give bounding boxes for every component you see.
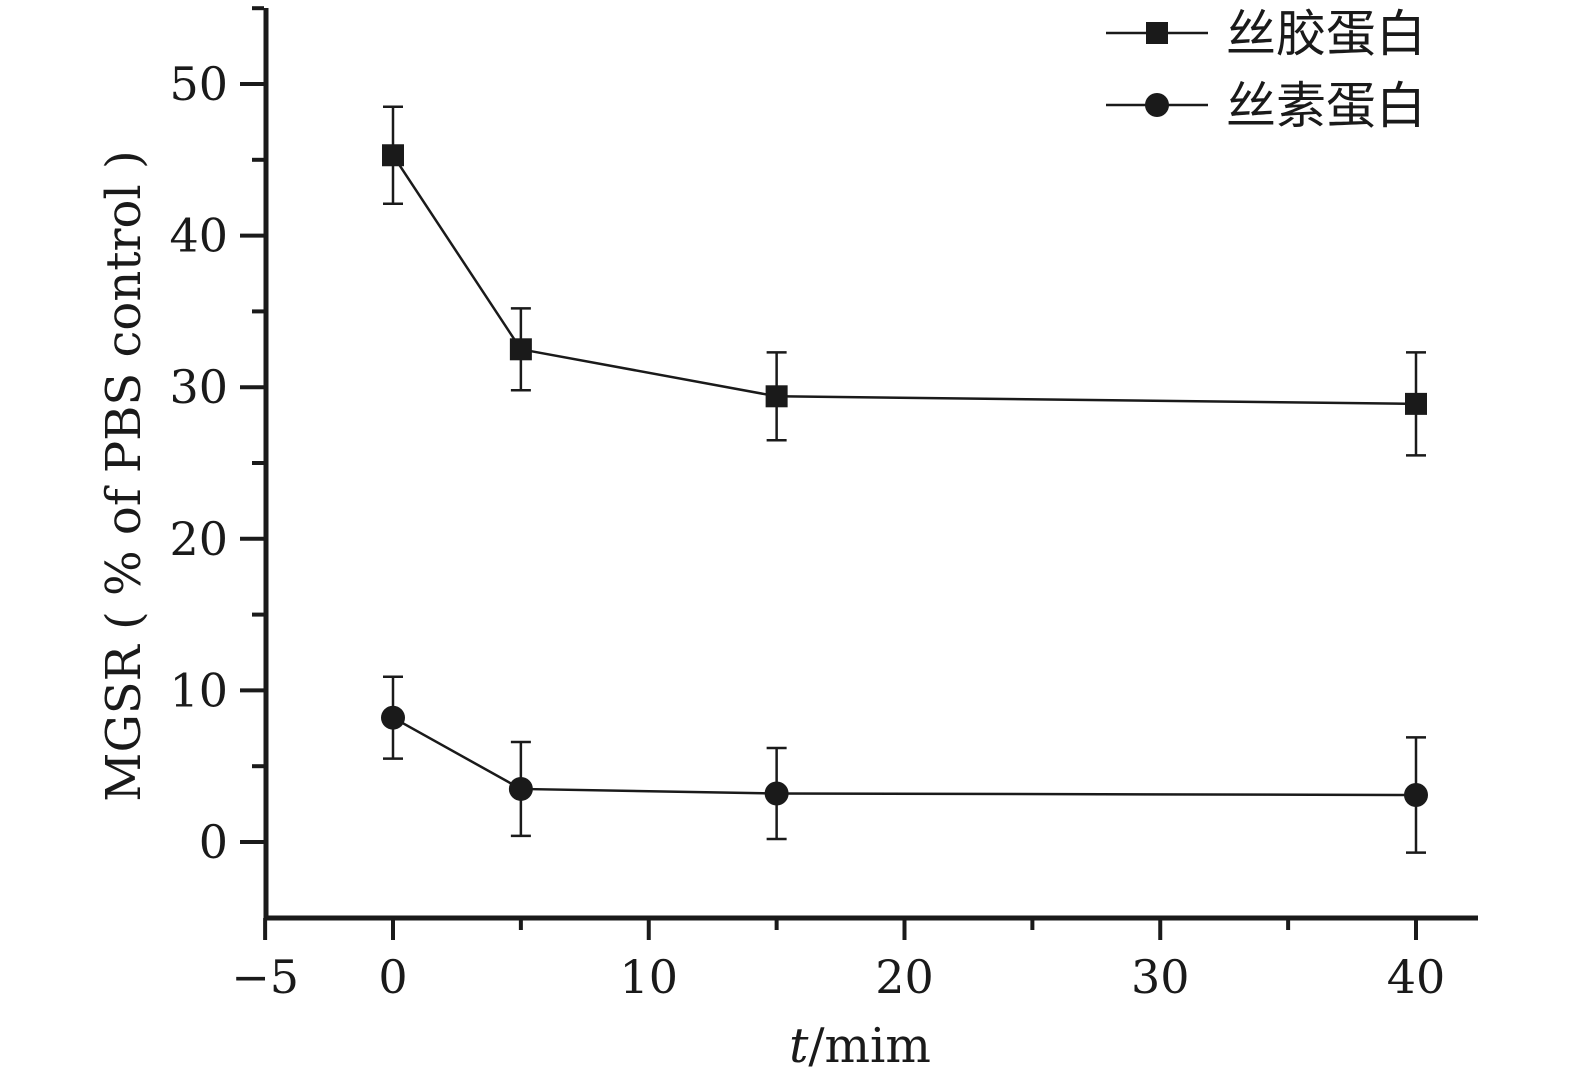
legend-label: 丝素蛋白 [1226,77,1426,135]
legend-label: 丝胶蛋白 [1226,5,1426,63]
data-point-square [382,144,404,167]
series-2 [381,675,1428,854]
data-point-circle [508,776,533,801]
data-point-circle [764,781,789,806]
series-line [391,154,1417,406]
y-tick-label: 0 [199,815,228,869]
legend-square-icon [1146,22,1168,44]
y-tick-label: 30 [169,360,228,414]
x-axis-title-italic: t [789,1018,809,1074]
x-tick-label: 0 [378,950,407,1004]
data-point-circle [381,705,405,730]
legend-item-1: 丝胶蛋白 [1106,5,1426,63]
data-point-square [1405,392,1427,415]
axes: 0 10 20 30 40 50 −5 0 10 20 30 40 [169,6,1478,1004]
x-tick-label: 40 [1387,950,1446,1004]
series-1 [382,105,1427,457]
y-tick-label: 20 [169,512,228,566]
y-tick-label: 50 [169,57,228,111]
x-axis-title-rest: /mim [808,1018,931,1074]
x-tick-label: 30 [1131,950,1190,1004]
legend-circle-icon [1145,93,1169,117]
x-tick-label: 20 [875,950,934,1004]
data-point-square [765,385,788,408]
y-tick-label: 10 [169,663,228,717]
x-tick-label: 10 [619,950,678,1004]
y-axis-title: MGSR ( % of PBS control ) [96,150,152,801]
x-axis-title: t/mim [789,1018,931,1074]
series-line [392,716,1417,797]
series-layer [381,105,1428,854]
legend-item-2: 丝素蛋白 [1106,77,1426,135]
x-tick-label: −5 [231,950,299,1004]
data-point-square [509,338,532,361]
data-point-circle [1404,783,1428,808]
y-tick-label: 40 [169,209,228,263]
